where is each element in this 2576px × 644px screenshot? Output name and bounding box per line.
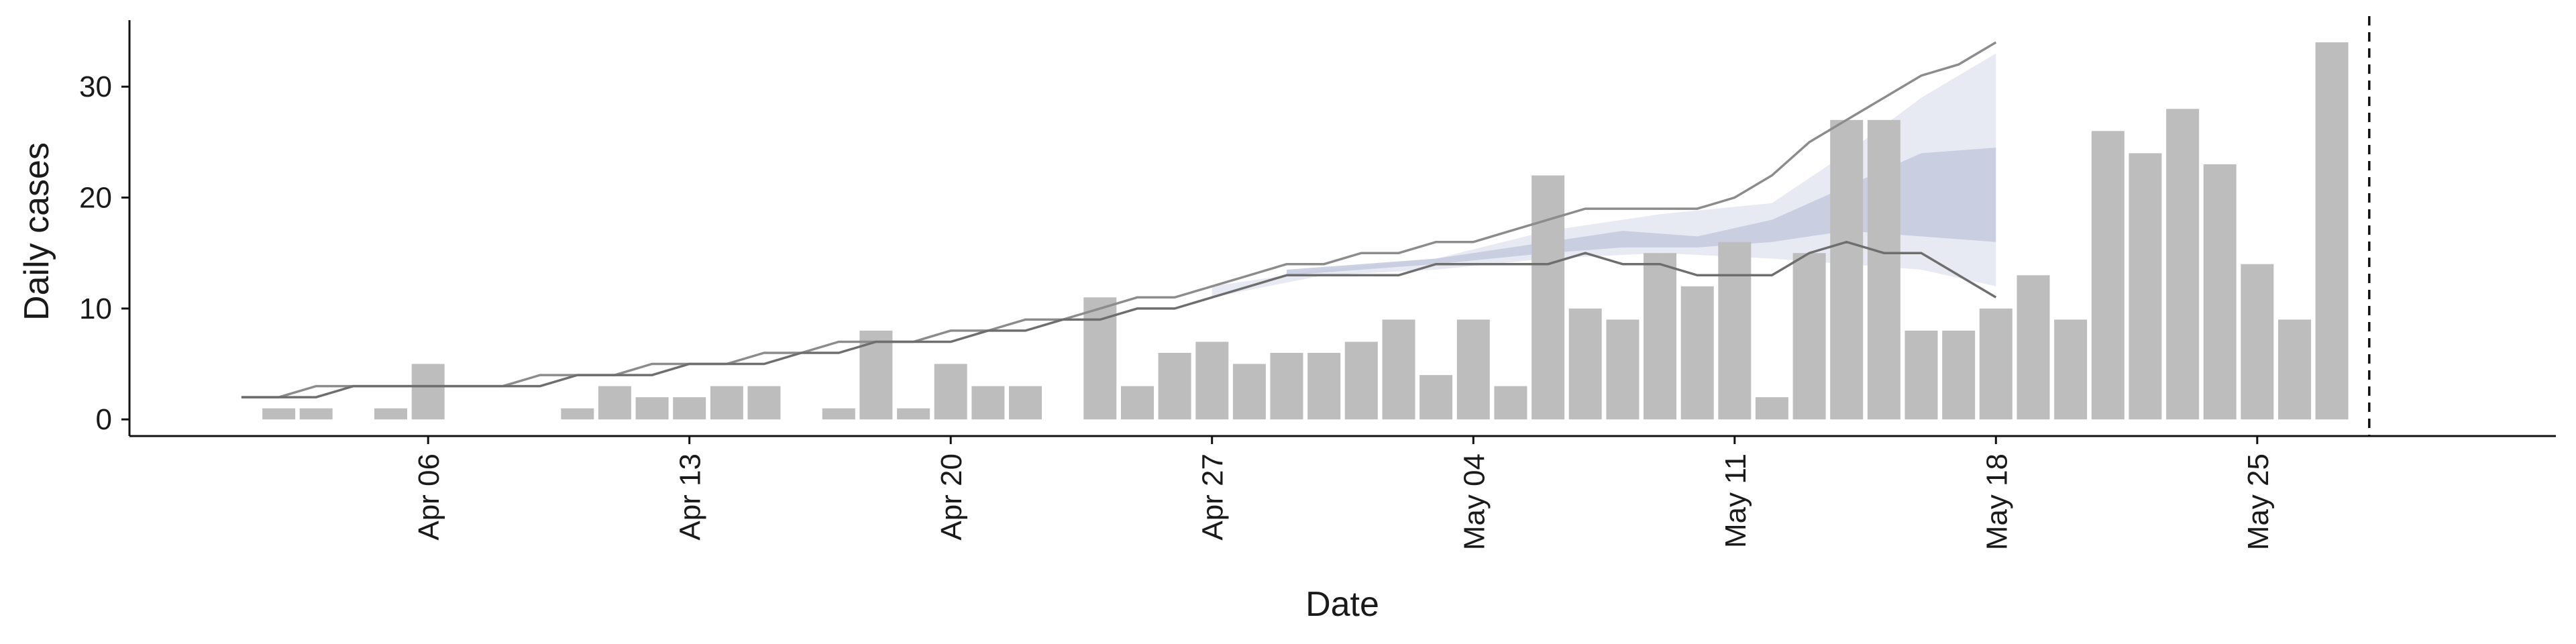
bar — [2241, 264, 2274, 420]
bar — [2129, 153, 2162, 420]
bar — [747, 386, 781, 420]
bar — [411, 364, 445, 420]
bar — [1792, 253, 1826, 420]
bar — [1344, 341, 1378, 420]
bar — [2017, 275, 2050, 420]
y-tick-label: 20 — [79, 182, 112, 215]
bar — [822, 408, 855, 420]
bar — [897, 408, 930, 420]
bar — [1195, 341, 1229, 420]
x-tick-label: Apr 06 — [413, 453, 445, 541]
bar — [2166, 109, 2200, 420]
x-tick-label: Apr 13 — [674, 453, 707, 541]
bar — [1083, 297, 1117, 420]
lower-line — [241, 240, 1997, 398]
lines-layer — [241, 41, 1997, 398]
bar — [299, 408, 333, 420]
bar — [2054, 319, 2088, 420]
bar — [710, 386, 743, 420]
x-tick-label: May 25 — [2242, 453, 2275, 550]
bar — [1494, 386, 1527, 420]
bars-layer — [262, 42, 2349, 420]
x-tick-label: Apr 20 — [935, 453, 968, 541]
bar — [1121, 386, 1154, 420]
y-tick-label: 0 — [96, 403, 112, 436]
bar — [1382, 319, 1415, 420]
bar — [1568, 308, 1602, 420]
bar — [971, 386, 1005, 420]
bar — [673, 397, 706, 420]
x-tick-label: May 04 — [1458, 453, 1491, 550]
bar — [1606, 319, 1640, 420]
y-ticks-layer: 0 10 20 30 — [79, 70, 129, 436]
bar — [2315, 42, 2349, 420]
bar — [1307, 353, 1341, 420]
bar — [859, 330, 893, 420]
bar — [1755, 397, 1788, 420]
bar — [1532, 175, 1565, 420]
x-tick-label: May 11 — [1719, 453, 1752, 548]
bar — [1232, 364, 1266, 420]
bar — [1419, 375, 1453, 420]
upper-line — [241, 41, 1997, 398]
bar — [1942, 330, 1976, 420]
bar — [262, 408, 296, 420]
bar — [1456, 319, 1490, 420]
bar — [1979, 308, 2012, 420]
bar — [1718, 241, 1752, 420]
bar — [635, 397, 669, 420]
y-axis-title: Daily cases — [17, 142, 56, 321]
bar — [1867, 119, 1900, 420]
bar — [374, 408, 407, 420]
bar — [561, 408, 594, 420]
bar — [1644, 253, 1676, 420]
bar — [1158, 353, 1191, 420]
bar — [1830, 119, 1864, 420]
bar — [2278, 319, 2311, 420]
axes-layer — [128, 20, 2556, 437]
x-tick-label: Apr 27 — [1197, 453, 1230, 541]
x-axis-title: Date — [1305, 585, 1379, 624]
bar — [1904, 330, 1938, 420]
x-tick-label: May 18 — [1980, 453, 2013, 550]
y-tick-label: 30 — [79, 70, 112, 103]
bar — [1680, 286, 1714, 420]
bar — [2091, 131, 2125, 420]
y-tick-label: 10 — [79, 292, 112, 325]
bar — [2203, 164, 2237, 420]
bar — [598, 386, 631, 420]
bar — [934, 364, 967, 420]
bar — [1009, 386, 1042, 420]
x-ticks-layer: Apr 06 Apr 13 Apr 20 Apr 27 May 04 May 11 May … — [413, 436, 2275, 550]
bar — [1270, 353, 1303, 420]
